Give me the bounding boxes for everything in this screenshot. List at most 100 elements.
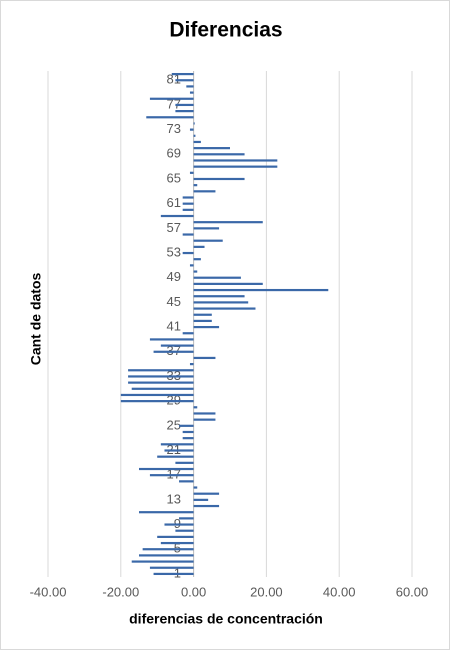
bar	[120, 393, 194, 397]
bar	[193, 245, 205, 248]
bar	[193, 288, 329, 292]
bar	[193, 140, 201, 144]
bar	[189, 363, 194, 366]
bar	[193, 134, 196, 137]
y-tick-label: 41	[167, 319, 181, 334]
bar	[128, 375, 194, 378]
x-tick-label: 40.00	[323, 584, 356, 599]
x-tick-label: -20.00	[102, 584, 139, 599]
bar	[189, 128, 194, 131]
bar	[193, 159, 278, 162]
bar	[189, 91, 194, 94]
bar	[193, 184, 198, 187]
bar	[193, 282, 263, 285]
bar	[128, 369, 194, 372]
x-axis-title: diferencias de concentración	[129, 611, 323, 627]
bar	[193, 301, 249, 304]
bar	[171, 72, 194, 76]
bar	[160, 541, 194, 545]
bar	[179, 517, 194, 520]
bar	[193, 276, 241, 279]
bar	[149, 566, 194, 569]
y-tick-label: 57	[167, 220, 181, 235]
bar	[175, 110, 194, 113]
chart-title: Diferencias	[169, 19, 282, 42]
bar	[193, 498, 209, 501]
bar	[182, 251, 194, 255]
bar	[160, 214, 194, 218]
bar	[175, 79, 194, 82]
bar	[193, 165, 278, 168]
bar	[193, 221, 263, 224]
bar	[193, 177, 245, 181]
bar	[193, 258, 201, 261]
bar	[193, 418, 216, 421]
x-tick-label: 20.00	[250, 584, 283, 599]
bar	[193, 227, 220, 230]
bar	[175, 529, 194, 532]
bar	[193, 147, 230, 150]
x-tick-label: 0.00	[181, 584, 206, 599]
bar	[182, 332, 194, 335]
bar	[139, 511, 194, 514]
bar	[186, 85, 194, 88]
bar	[149, 97, 194, 100]
y-tick-label: 65	[167, 170, 181, 185]
bar	[149, 474, 194, 477]
y-tick-label: 49	[167, 269, 181, 284]
bar	[193, 239, 223, 242]
bar	[139, 467, 194, 471]
bar	[182, 196, 194, 199]
bar	[182, 202, 194, 205]
bar	[193, 295, 245, 298]
y-tick-label: 61	[167, 195, 181, 210]
bar	[153, 350, 194, 353]
x-tick-label: -40.00	[30, 584, 67, 599]
y-tick-label: 73	[167, 121, 181, 136]
x-tick-label: 60.00	[396, 584, 429, 599]
bar	[175, 461, 194, 464]
bar	[193, 190, 216, 193]
bar	[160, 443, 194, 446]
bar	[193, 325, 220, 329]
bar	[193, 270, 198, 273]
bar	[193, 313, 212, 316]
bar	[189, 171, 194, 174]
bar	[193, 122, 195, 125]
bar	[179, 480, 194, 483]
bar	[160, 344, 194, 347]
y-tick-label: 45	[167, 294, 181, 309]
bar	[157, 455, 194, 458]
bar	[175, 103, 194, 107]
bar	[128, 381, 194, 384]
bar	[164, 523, 194, 526]
bar	[193, 356, 216, 360]
bar	[193, 492, 220, 495]
y-tick-label: 81	[167, 72, 181, 87]
y-tick-label: 13	[167, 491, 181, 506]
bar	[157, 535, 194, 538]
bar	[179, 424, 194, 427]
bar	[146, 116, 194, 119]
bar	[182, 233, 194, 236]
y-tick-label: 69	[167, 146, 181, 161]
bar	[153, 572, 194, 576]
bar	[193, 412, 216, 415]
bar	[189, 264, 194, 267]
bar	[193, 319, 212, 323]
y-tick-label: 77	[167, 96, 181, 111]
bar	[182, 430, 194, 434]
bar	[149, 338, 194, 341]
bar	[142, 548, 194, 551]
bar	[139, 554, 194, 557]
y-axis-title: Cant de datos	[28, 273, 44, 366]
bar	[182, 208, 194, 211]
bar	[131, 387, 194, 390]
bar	[193, 486, 198, 489]
bar	[120, 400, 194, 403]
bar	[193, 504, 220, 508]
bar	[164, 449, 194, 452]
y-tick-label: 53	[167, 244, 181, 259]
bar	[193, 307, 256, 310]
